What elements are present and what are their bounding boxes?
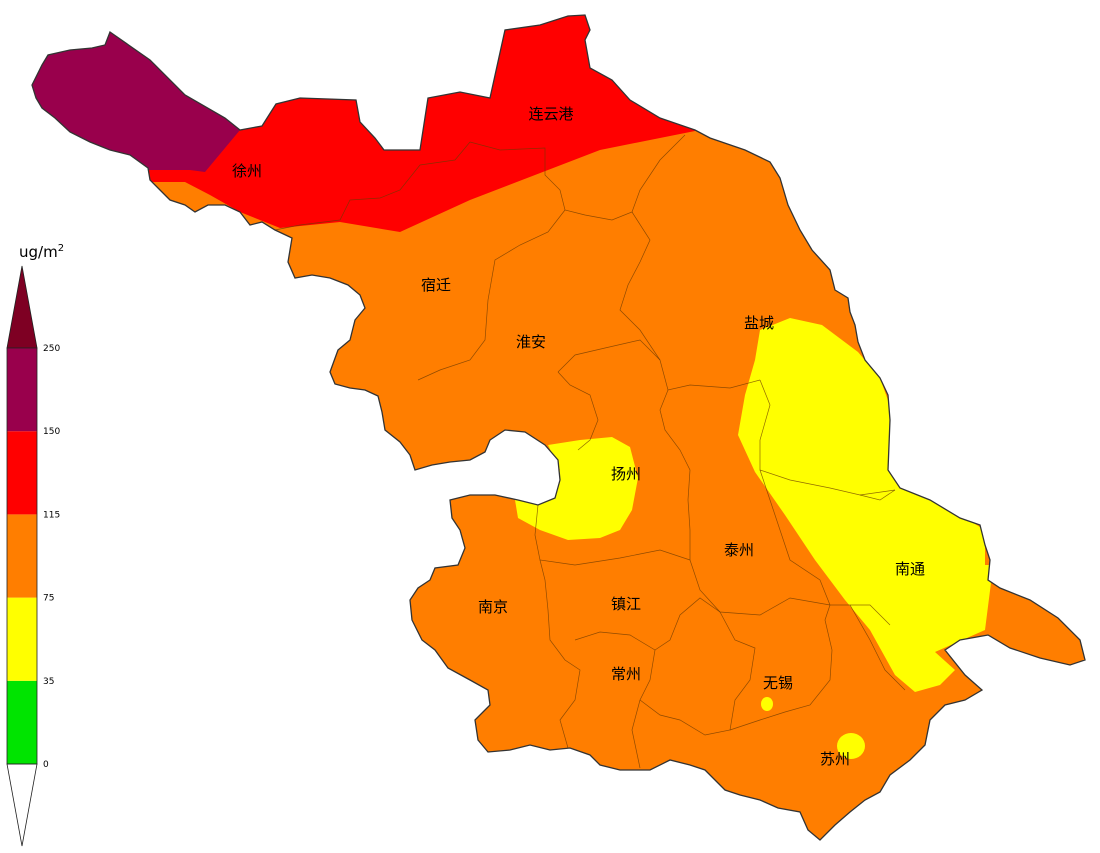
- city-label-taizhou: 泰州: [724, 541, 754, 559]
- colorbar-tick-label: 0: [43, 760, 49, 770]
- legend-unit-text: ug/m: [19, 243, 58, 261]
- city-label-yangzhou: 扬州: [611, 465, 641, 483]
- boundary-huaian-yangzhou: [557, 339, 661, 373]
- city-label-nanjing: 南京: [478, 598, 508, 616]
- city-label-huaian: 淮安: [516, 333, 546, 351]
- fill-yellow-wuxi-spot: [761, 697, 773, 711]
- legend-unit-superscript: 2: [58, 243, 64, 254]
- legend-unit-label: ug/m2: [19, 243, 64, 261]
- colorbar-band-0-35: [7, 680, 37, 764]
- fill-yellow-yangzhou: [515, 437, 638, 540]
- city-label-nantong: 南通: [895, 560, 925, 578]
- colorbar-frame: [6, 347, 38, 765]
- boundary-huaian-yancheng: [619, 211, 761, 391]
- colorbar-top-arrow: [6, 265, 38, 349]
- boundary-yangzhou-taizhou: [659, 389, 691, 560]
- city-labels: 连云港 徐州 宿迁 淮安 盐城 扬州 泰州 南通 南京 镇江 常州 无锡 苏州: [232, 105, 925, 768]
- boundary-yangzhou-zhenjiang: [534, 504, 691, 566]
- city-label-xuzhou: 徐州: [232, 162, 262, 180]
- colorbar-band-150-250: [7, 348, 37, 432]
- boundary-yangzhou-west: [557, 371, 599, 451]
- city-label-zhenjiang: 镇江: [611, 595, 641, 613]
- fill-purple-northwest: [32, 15, 240, 172]
- boundary-changzhou-wuxi: [639, 611, 756, 736]
- colorbar-legend: ug/m2 0 35 75 115 150 250: [6, 243, 64, 847]
- boundary-suzhou-nantong: [849, 604, 906, 691]
- colorbar-tick-label: 250: [43, 344, 60, 354]
- boundary-taizhou-nantong: [759, 469, 891, 626]
- colorbar-band-35-75: [7, 597, 37, 681]
- colorbar-band-115-150: [7, 431, 37, 515]
- colorbar-tick-label: 115: [43, 510, 60, 520]
- city-label-wuxi: 无锡: [763, 674, 793, 692]
- boundary-nanjing-zhenjiang: [539, 559, 581, 749]
- boundary-yancheng-taizhou: [759, 379, 896, 496]
- city-label-changzhou: 常州: [611, 665, 641, 683]
- colorbar-tick-label: 35: [43, 677, 54, 687]
- province-outline: [31, 14, 1086, 841]
- colorbar-ticks: 0 35 75 115 150 250: [43, 344, 60, 770]
- boundary-zhenjiang-changzhou: [574, 597, 721, 651]
- boundary-nantong-yancheng: [859, 489, 896, 501]
- boundary-xuzhou-suqian: [274, 141, 471, 231]
- city-boundaries: [274, 134, 906, 769]
- colorbar-bands: [7, 348, 37, 764]
- colorbar-bottom-arrow: [6, 763, 38, 847]
- city-label-yancheng: 盐城: [744, 314, 774, 332]
- colorbar-tick-label: 150: [43, 427, 60, 437]
- fill-yellow-suzhou-spot: [837, 733, 865, 759]
- boundary-taizhou-south: [689, 559, 831, 616]
- boundary-suqian-huaian: [417, 209, 566, 381]
- city-label-suzhou: 苏州: [820, 750, 850, 768]
- fill-yellow-east: [738, 318, 992, 692]
- city-label-lianyungang: 连云港: [528, 105, 573, 123]
- colorbar-tick-label: 75: [43, 594, 54, 604]
- colorbar-band-75-115: [7, 514, 37, 598]
- boundary-lianyungang-huaian: [469, 134, 686, 221]
- city-label-suqian: 宿迁: [421, 276, 451, 294]
- boundary-wuxi-suzhou: [729, 604, 833, 731]
